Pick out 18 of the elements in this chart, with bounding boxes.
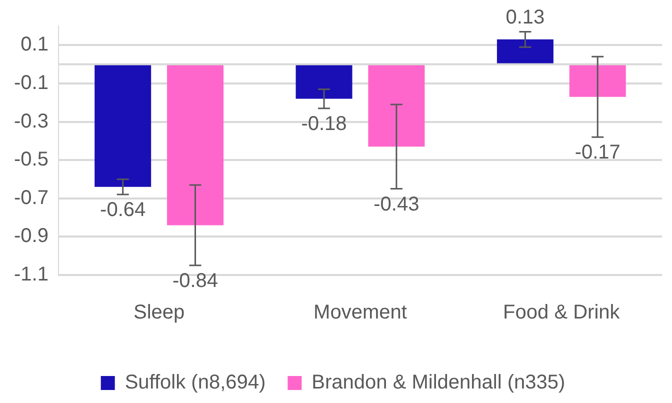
y-tick-label: -0.3 [14, 110, 48, 132]
x-tick-label: Sleep [133, 302, 185, 324]
y-tick-label: -0.9 [14, 225, 48, 248]
legend-label: Suffolk (n8,694) [124, 372, 266, 394]
data-label: 0.13 [506, 6, 545, 28]
y-tick-label: -0.7 [14, 186, 48, 209]
legend-label: Brandon & Mildenhall (n335) [312, 372, 566, 394]
data-label: -0.43 [374, 193, 420, 216]
data-label: -0.17 [574, 142, 620, 164]
data-label: -0.64 [100, 199, 146, 222]
data-label: -0.18 [301, 112, 347, 135]
y-tick-label: -0.1 [14, 72, 48, 94]
x-tick-label: Movement [314, 302, 408, 324]
y-tick-label: -1.1 [14, 264, 48, 286]
data-label: -0.84 [172, 270, 218, 292]
x-tick-label: Food & Drink [503, 302, 621, 324]
y-tick-label: -0.5 [14, 148, 48, 171]
y-tick-label: 0.1 [20, 34, 48, 56]
